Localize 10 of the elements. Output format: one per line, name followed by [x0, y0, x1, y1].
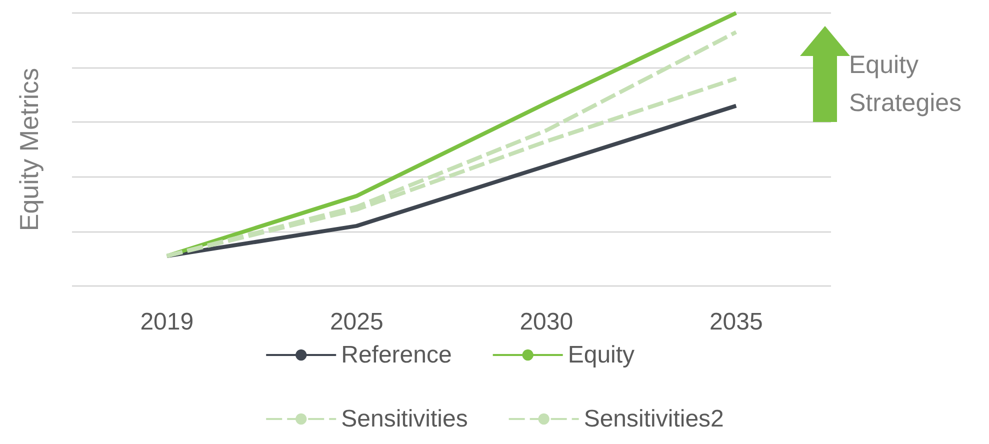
- legend-label: Reference: [341, 342, 452, 368]
- text: Equity Strategies: [849, 51, 962, 117]
- x-tick-label: 2030: [520, 308, 574, 336]
- x-tick-label: 2035: [709, 308, 763, 336]
- legend-label: Sensitivities2: [584, 406, 724, 432]
- legend-label: Sensitivities: [341, 406, 468, 432]
- x-tick-label: 2019: [140, 308, 194, 336]
- x-tick-label: 2025: [330, 308, 384, 336]
- y-axis-title: Equity Metrics: [14, 68, 44, 232]
- legend-label: Equity: [568, 342, 635, 368]
